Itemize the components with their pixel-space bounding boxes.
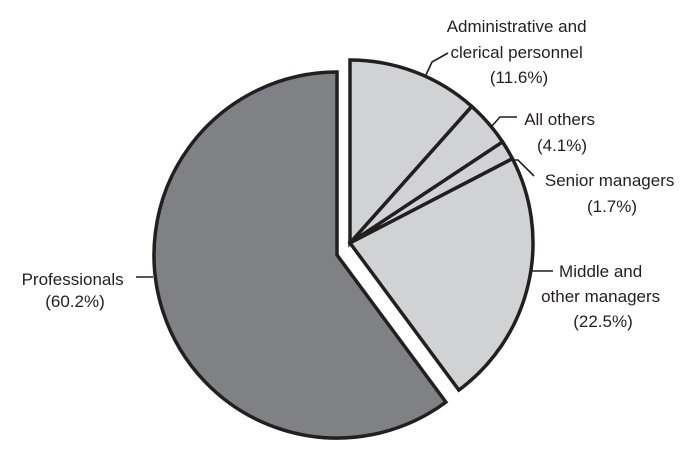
leader-line: [508, 159, 535, 177]
leader-lines: [136, 52, 553, 278]
leader-line: [424, 52, 449, 78]
label-senior-managers: Senior managers (1.7%): [545, 171, 679, 216]
pie-slices: [152, 58, 535, 440]
label-professionals: Professionals (60.2%): [22, 270, 129, 311]
label-admin: Administrative and clerical personnel (1…: [447, 17, 592, 87]
pie-slice-professionals: [152, 70, 449, 440]
pie-slice-administrative-and-clerical-personnel: [348, 58, 475, 248]
leader-line: [490, 116, 517, 128]
pie-slice-middle-and-other-managers: [347, 156, 535, 393]
label-middle-managers: Middle and other managers (22.5%): [541, 262, 665, 331]
label-all-others: All others (4.1%): [524, 110, 600, 155]
